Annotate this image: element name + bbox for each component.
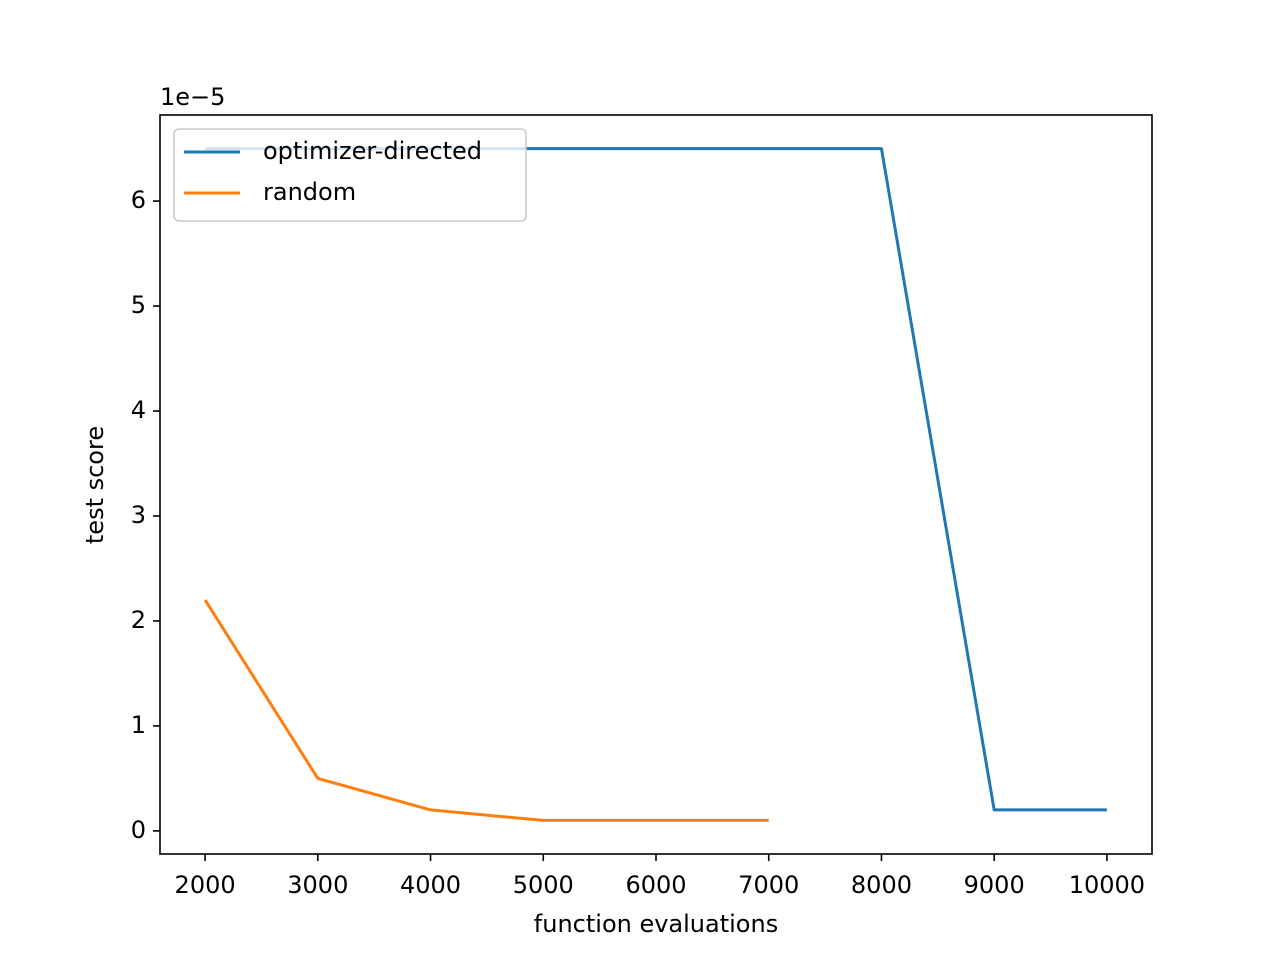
legend-box <box>173 128 527 222</box>
y-tick-label: 0 <box>131 816 146 844</box>
x-axis-label: function evaluations <box>534 910 778 938</box>
x-tick-label: 4000 <box>400 871 461 899</box>
y-tick-label: 6 <box>131 186 146 214</box>
x-tick-label: 2000 <box>175 871 236 899</box>
x-tick-label: 5000 <box>513 871 574 899</box>
y-tick-label: 5 <box>131 291 146 319</box>
x-tick-label: 3000 <box>287 871 348 899</box>
legend: optimizer-directed random <box>173 128 527 222</box>
plot-frame <box>159 114 1153 855</box>
x-tick-label: 8000 <box>851 871 912 899</box>
y-tick-label: 1 <box>131 711 146 739</box>
y-tick-label: 2 <box>131 606 146 634</box>
x-tick-label: 9000 <box>964 871 1025 899</box>
data-line <box>203 599 769 822</box>
legend-label: optimizer-directed <box>263 137 482 165</box>
y-tick-label: 3 <box>131 501 146 529</box>
x-tick-label: 10000 <box>1069 871 1145 899</box>
y-tick-label: 4 <box>131 396 146 424</box>
y-offset-label: 1e−5 <box>160 83 225 111</box>
x-tick-label: 6000 <box>625 871 686 899</box>
x-tick-label: 7000 <box>738 871 799 899</box>
legend-label: random <box>263 178 356 206</box>
y-axis-label: test score <box>81 426 109 544</box>
